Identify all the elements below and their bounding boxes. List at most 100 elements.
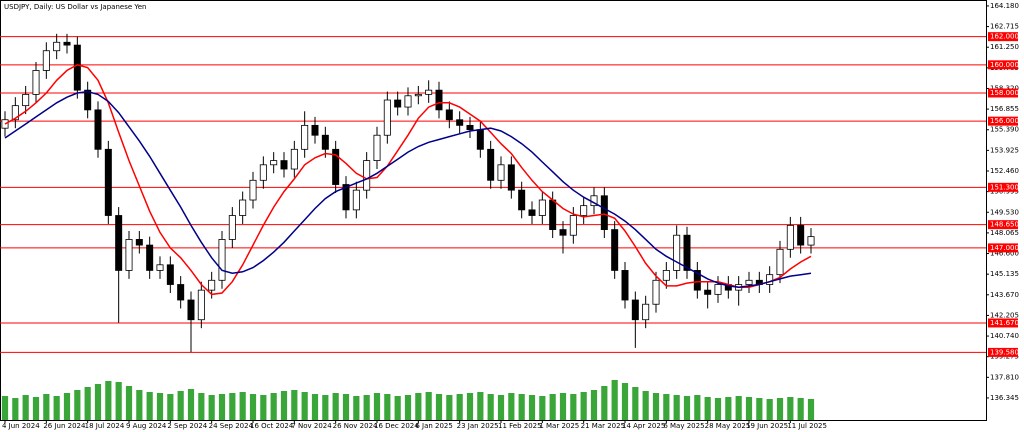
volume-bar [311, 394, 319, 420]
volume-bar [198, 393, 205, 420]
candle-body [621, 270, 629, 301]
candle-body [580, 205, 588, 216]
y-tick-label: 164.180 [990, 2, 1019, 10]
candle-body [487, 148, 495, 181]
volume-bar [549, 394, 556, 420]
candle-body [642, 303, 650, 321]
level-label-box [988, 60, 1018, 70]
volume-bar [280, 391, 288, 420]
candle-body [786, 224, 794, 250]
candle-body [631, 299, 639, 321]
y-tick-label: 156.855 [990, 105, 1019, 113]
x-tick-label: 24 Sep 2024 [209, 422, 254, 430]
candle-body [135, 239, 143, 246]
volume-bar [611, 380, 618, 420]
candle-body [249, 179, 257, 201]
volume-bar [518, 394, 525, 420]
volume-bar [632, 387, 639, 420]
candle-body [146, 244, 154, 271]
y-tick-label: 143.670 [990, 291, 1019, 299]
volume-bar [673, 395, 680, 420]
volume-bar [146, 392, 153, 420]
volume-bar [704, 397, 711, 420]
volume-bar [208, 395, 215, 420]
moving-average [4, 90, 812, 289]
candle-body [766, 274, 774, 285]
volume-bar [694, 395, 701, 420]
volume-bar [487, 394, 494, 420]
candle-body [435, 89, 443, 111]
volume-bar [353, 396, 360, 420]
volume-bar [63, 393, 71, 420]
candle-body [94, 109, 102, 150]
volume-bar [601, 386, 608, 420]
candle-body [652, 279, 660, 305]
candle-body [270, 160, 278, 166]
level-layer [0, 36, 986, 353]
candle-body [32, 70, 40, 95]
candle-body [321, 134, 329, 150]
candle-body [425, 89, 433, 95]
volume-bar [74, 390, 81, 420]
x-tick-label: 21 Mar 2025 [581, 422, 625, 430]
x-tick-label: 19 Jun 2025 [746, 422, 788, 430]
candle-body [22, 93, 30, 107]
ma-layer [4, 63, 812, 296]
volume-bar [559, 393, 567, 420]
volume-bar [260, 395, 267, 420]
volume-bar [497, 395, 505, 420]
y-tick-label: 158.320 [990, 84, 1019, 92]
volume-bar [12, 398, 19, 420]
y-tick-label: 149.530 [990, 208, 1019, 216]
volume-bar [332, 393, 339, 420]
y-tick-label: 155.390 [990, 126, 1019, 134]
level-label-box [988, 318, 1018, 328]
chart-title: USDJPY, Daily: US Dollar vs Japanese Yen [4, 3, 146, 11]
candle-body [549, 199, 557, 230]
volume-bar [725, 397, 732, 420]
volume-bar [456, 394, 463, 420]
volume-bar [187, 389, 195, 420]
candle-body [600, 195, 608, 230]
volume-bar [446, 395, 453, 420]
volume-bar [776, 398, 784, 420]
volume-bar [539, 396, 546, 420]
volume-bar [683, 396, 691, 420]
level-label: 139.580 [990, 348, 1019, 356]
volume-bar [425, 392, 432, 420]
candle-body [507, 164, 515, 191]
candle-body [115, 215, 123, 271]
candle-body [683, 234, 691, 271]
candle-body [218, 239, 226, 281]
volume-bar [652, 393, 660, 420]
volume-bar [663, 394, 670, 420]
volume-bar [84, 387, 91, 420]
candle-body [125, 239, 133, 271]
candle-body [456, 119, 464, 126]
volume-bar [477, 392, 484, 420]
volume-bar [735, 396, 742, 420]
candle-body [177, 284, 185, 301]
candle-body [776, 248, 784, 276]
level-label-box [988, 88, 1018, 98]
level-label-box [988, 182, 1018, 192]
level-label-box [988, 32, 1018, 42]
volume-bar [249, 394, 257, 420]
y-tick-label: 145.135 [990, 270, 1019, 278]
candle-body [363, 160, 371, 191]
candle-body [807, 236, 815, 246]
volume-bar [621, 383, 629, 420]
volume-bar [94, 384, 102, 420]
volume-bar [384, 394, 391, 420]
level-label: 162.000 [990, 33, 1019, 41]
volume-bar [756, 398, 763, 420]
volume-bar [580, 392, 587, 420]
y-tick-label: 137.810 [990, 373, 1019, 381]
volume-bar [466, 393, 474, 420]
volume-bar [32, 397, 40, 420]
candle-body [11, 105, 19, 121]
volume-bar [394, 396, 401, 420]
y-tick-label: 142.205 [990, 311, 1019, 319]
y-tick-label: 146.600 [990, 250, 1019, 258]
x-tick-label: 18 Jul 2024 [85, 422, 125, 430]
